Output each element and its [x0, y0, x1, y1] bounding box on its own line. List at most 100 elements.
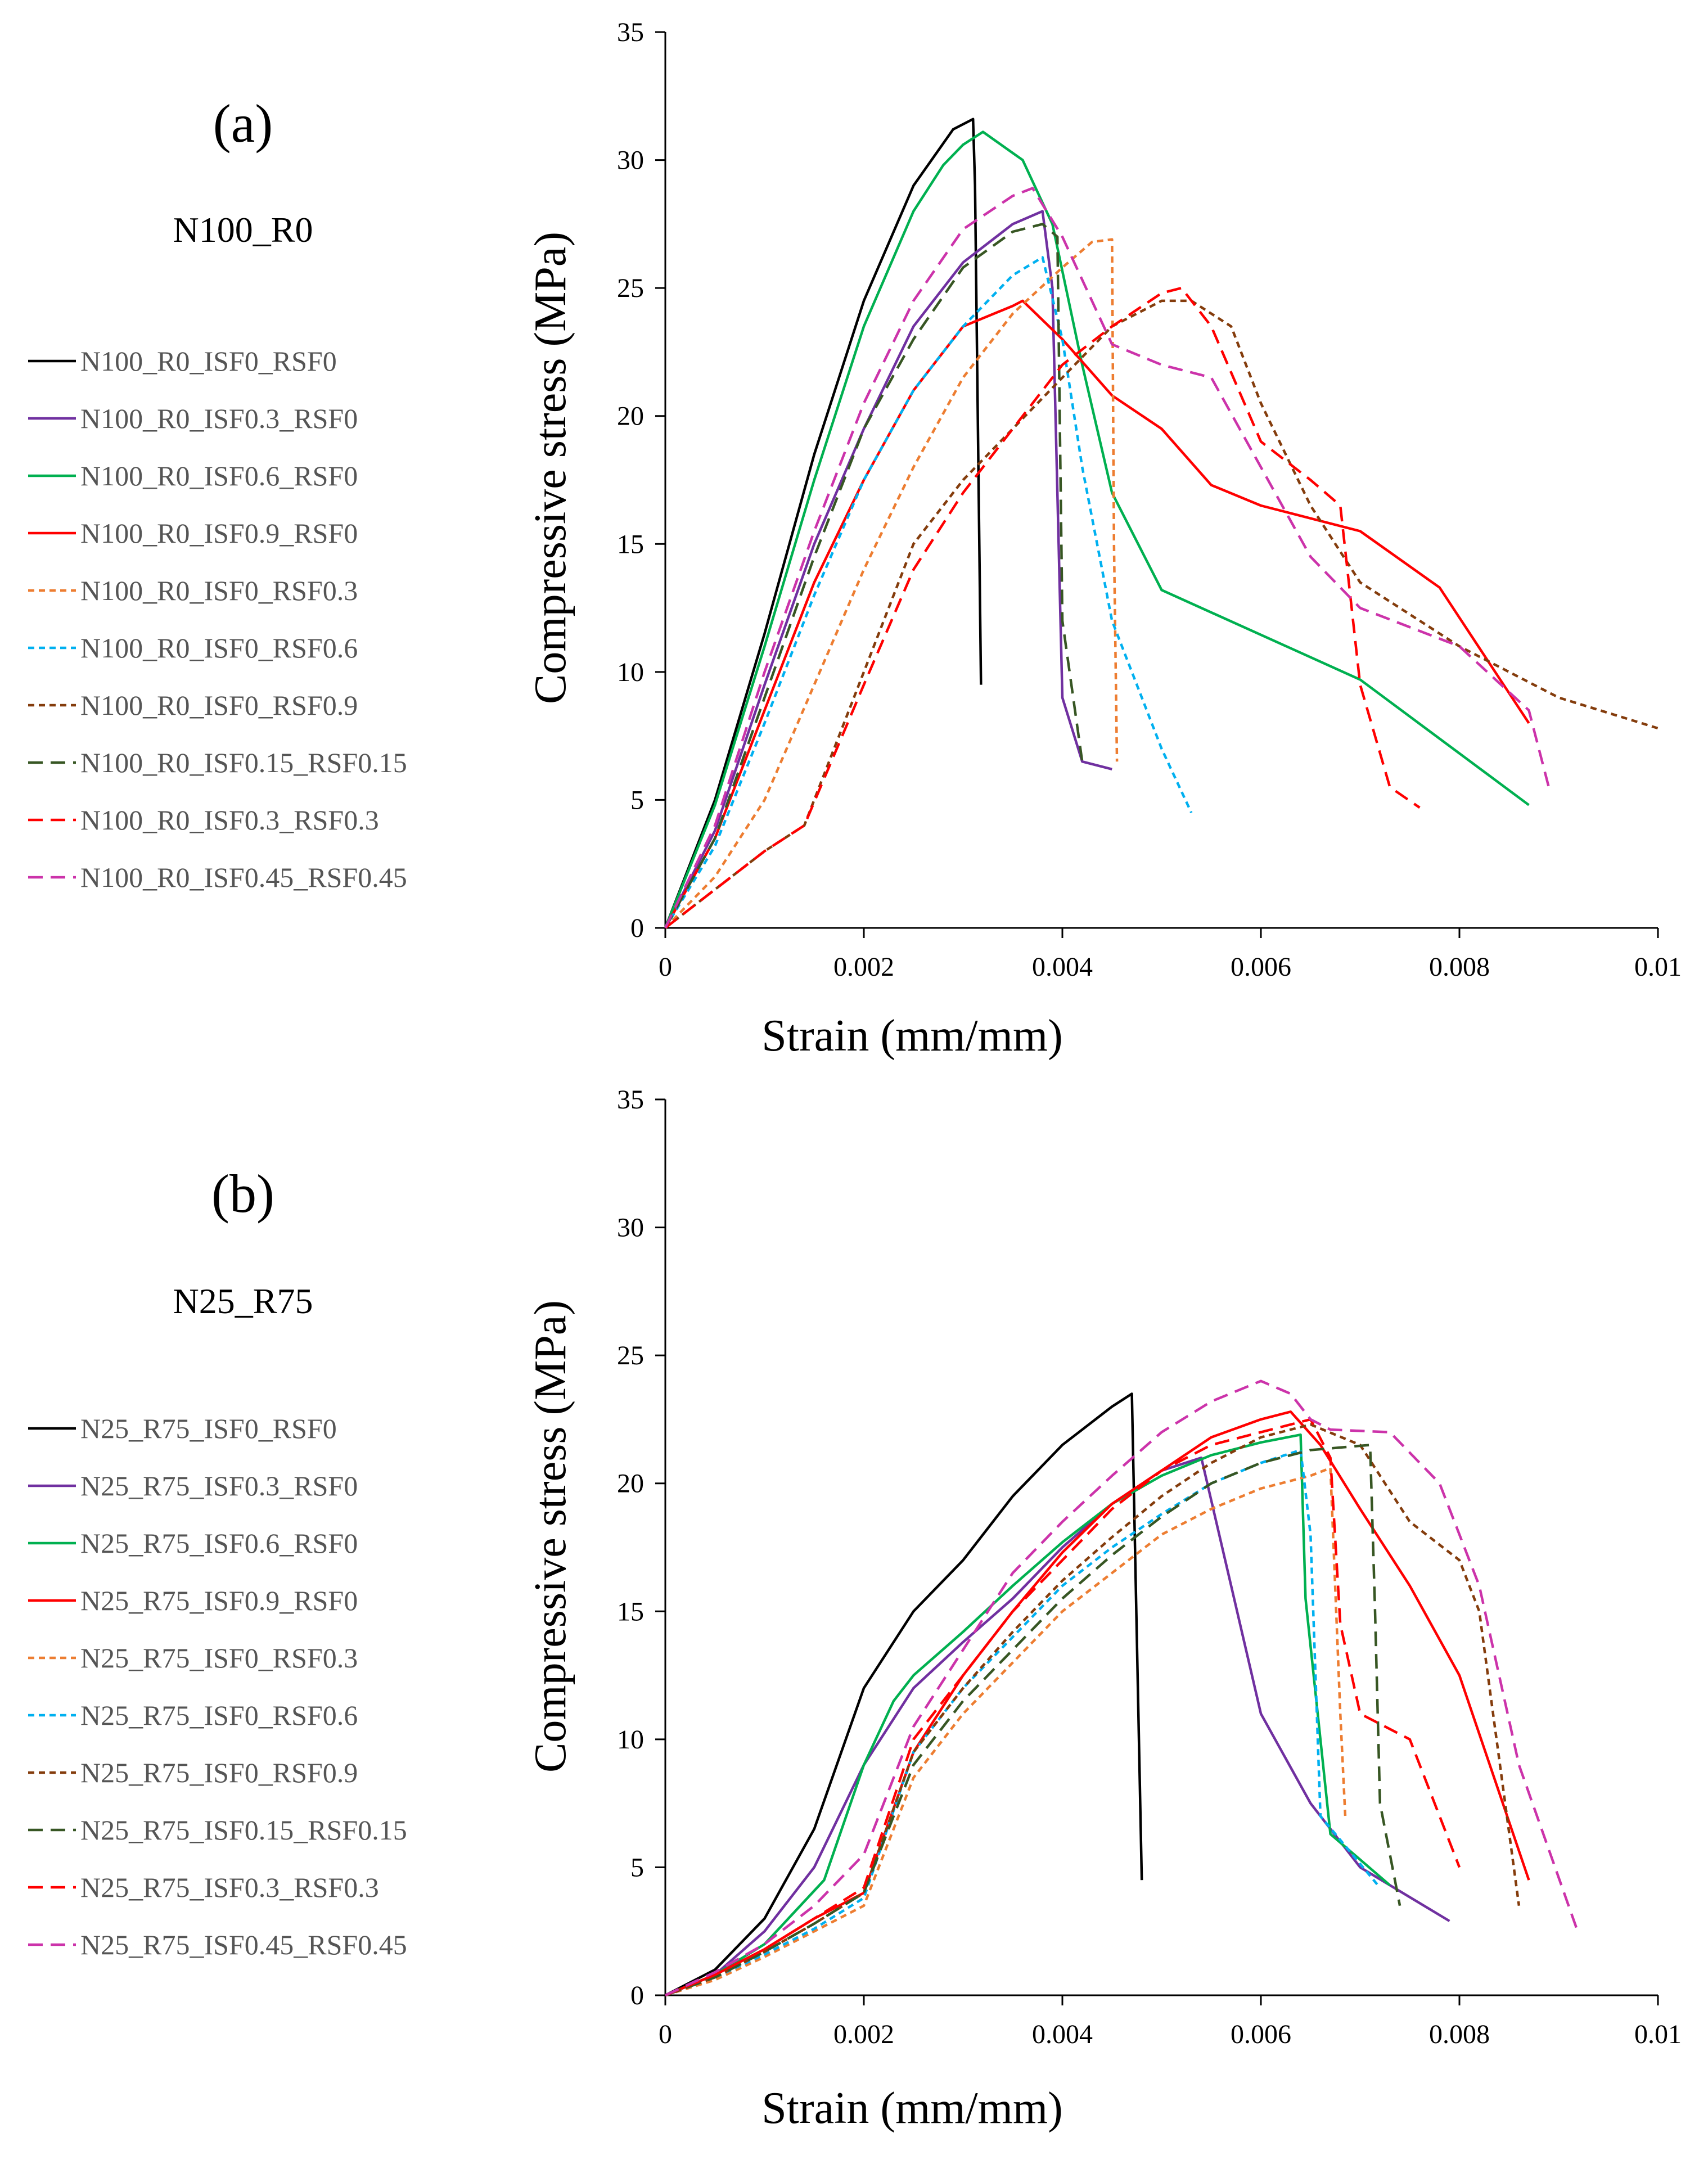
legend-item: N25_R75_ISF0.6_RSF0	[28, 1527, 358, 1559]
legend-label: N100_R0_ISF0.3_RSF0	[80, 403, 358, 434]
legend-item: N25_R75_ISF0.45_RSF0.45	[28, 1929, 407, 1960]
legend-label: N25_R75_ISF0.3_RSF0.3	[80, 1872, 379, 1903]
panel-a-y-tick-label: 10	[617, 657, 644, 687]
legend-label: N25_R75_ISF0.6_RSF0	[80, 1527, 358, 1559]
panel-b-y-tick-label: 20	[617, 1469, 644, 1499]
legend-item: N100_R0_ISF0.15_RSF0.15	[28, 747, 407, 778]
legend-label: N25_R75_ISF0_RSF0.3	[80, 1642, 358, 1674]
series-line-N25_R75_ISF0.3_RSF0	[665, 1456, 1450, 1997]
series-line-N25_R75_ISF0_RSF0	[664, 1392, 1143, 1997]
panel-a-x-tick-label: 0	[659, 952, 672, 982]
legend-item: N25_R75_ISF0.3_RSF0	[28, 1470, 358, 1502]
panel-b-y-tick-label: 15	[617, 1597, 644, 1626]
panel-a-y-tick-label: 15	[617, 529, 644, 559]
legend-item: N25_R75_ISF0.15_RSF0.15	[28, 1814, 407, 1846]
series-line-N25_R75_ISF0.3_RSF0.3	[665, 1418, 1461, 1997]
legend-item: N25_R75_ISF0_RSF0	[28, 1413, 337, 1444]
legend-label: N100_R0_ISF0.6_RSF0	[80, 460, 358, 492]
panel-b-group-title: N25_R75	[173, 1281, 313, 1321]
series-line-N100_R0_ISF0.15_RSF0.15	[664, 223, 1084, 929]
panel-a-x-tick-label: 0.002	[833, 952, 894, 982]
panel-a-y-tick-label: 0	[630, 913, 644, 943]
panel-b-y-tick-label: 25	[617, 1341, 644, 1370]
legend-label: N100_R0_ISF0_RSF0.6	[80, 632, 358, 664]
panel-a-x-tick-label: 0.004	[1032, 952, 1093, 982]
legend-a: N100_R0_ISF0_RSF0 N100_R0_ISF0.3_RSF0 N100…	[28, 345, 407, 893]
series-line-N100_R0_ISF0.3_RSF0.3	[664, 286, 1421, 929]
legend-item: N25_R75_ISF0.3_RSF0.3	[28, 1872, 379, 1903]
series-line-N100_R0_ISF0.6_RSF0	[664, 130, 1530, 928]
legend-label: N100_R0_ISF0_RSF0	[80, 345, 337, 377]
legend-item: N100_R0_ISF0.3_RSF0	[28, 403, 358, 434]
panel-b-y-tick-label: 30	[617, 1213, 644, 1243]
panel-b-x-tick-label: 0.01	[1634, 2019, 1682, 2049]
series-line-N25_R75_ISF0.6_RSF0	[665, 1433, 1391, 1997]
legend-item: N25_R75_ISF0_RSF0.3	[28, 1642, 358, 1674]
legend-label: N25_R75_ISF0_RSF0.9	[80, 1757, 358, 1788]
panel-a-x-tick-label: 0.006	[1231, 952, 1291, 982]
panel-b-series	[664, 1379, 1580, 1997]
series-line-N100_R0_ISF0_RSF0	[664, 118, 983, 928]
panel-a-header: (a) N100_R0	[173, 93, 313, 250]
panel-a-axes: Compressive stress (MPa) Strain (mm/mm) …	[526, 17, 1682, 1061]
legend-label: N25_R75_ISF0.9_RSF0	[80, 1585, 358, 1616]
legend-label: N100_R0_ISF0.3_RSF0.3	[80, 804, 379, 836]
panel-a-x-tick-label: 0.01	[1634, 952, 1682, 982]
panel-a-x-axis-title: Strain (mm/mm)	[761, 1011, 1063, 1061]
legend-item: N25_R75_ISF0_RSF0.9	[28, 1757, 358, 1788]
legend-label: N25_R75_ISF0_RSF0	[80, 1413, 337, 1444]
panel-b-header: (b) N25_R75	[173, 1164, 313, 1321]
series-line-N25_R75_ISF0_RSF0.9	[665, 1423, 1521, 1997]
legend-label: N100_R0_ISF0.45_RSF0.45	[80, 862, 407, 893]
panel-a-y-tick-label: 20	[617, 402, 644, 431]
series-line-N25_R75_ISF0.45_RSF0.45	[665, 1379, 1580, 1997]
panel-b-x-tick-label: 0.002	[833, 2019, 894, 2049]
series-line-N25_R75_ISF0.9_RSF0	[665, 1410, 1530, 1997]
legend-item: N100_R0_ISF0.6_RSF0	[28, 460, 358, 492]
legend-item: N100_R0_ISF0.45_RSF0.45	[28, 862, 407, 893]
legend-label: N25_R75_ISF0_RSF0.6	[80, 1699, 358, 1731]
legend-item: N100_R0_ISF0.9_RSF0	[28, 517, 358, 549]
legend-item: N25_R75_ISF0_RSF0.6	[28, 1699, 358, 1731]
legend-label: N100_R0_ISF0.15_RSF0.15	[80, 747, 407, 778]
legend-item: N100_R0_ISF0_RSF0.6	[28, 632, 358, 664]
panel-b-y-tick-label: 35	[617, 1085, 644, 1115]
panel-b-x-tick-label: 0.004	[1032, 2019, 1093, 2049]
legend-item: N100_R0_ISF0_RSF0	[28, 345, 337, 377]
panel-a-x-tick-label: 0.008	[1429, 952, 1490, 982]
legend-label: N25_R75_ISF0.3_RSF0	[80, 1470, 358, 1502]
series-line-N25_R75_ISF0.15_RSF0.15	[665, 1444, 1401, 1997]
series-line-N100_R0_ISF0_RSF0.3	[664, 238, 1119, 929]
panel-a-letter: (a)	[213, 93, 273, 154]
legend-label: N25_R75_ISF0.45_RSF0.45	[80, 1929, 407, 1960]
legend-item: N25_R75_ISF0.9_RSF0	[28, 1585, 358, 1616]
panel-b-y-tick-label: 10	[617, 1725, 644, 1755]
series-line-N25_R75_ISF0_RSF0.6	[665, 1449, 1381, 1997]
legend-item: N100_R0_ISF0_RSF0.3	[28, 575, 358, 606]
panel-b-letter: (b)	[211, 1164, 274, 1224]
panel-b-x-axis-title: Strain (mm/mm)	[761, 2084, 1063, 2133]
series-line-N100_R0_ISF0.3_RSF0	[664, 210, 1112, 929]
panel-b-x-tick-label: 0.008	[1429, 2019, 1490, 2049]
panel-b-x-tick-label: 0.006	[1231, 2019, 1291, 2049]
series-line-N100_R0_ISF0_RSF0.6	[664, 256, 1193, 929]
panel-b-y-tick-label: 5	[630, 1852, 644, 1882]
legend-b: N25_R75_ISF0_RSF0 N25_R75_ISF0.3_RSF0 N25_…	[28, 1413, 407, 1960]
series-line-N25_R75_ISF0_RSF0.3	[665, 1467, 1347, 1997]
legend-label: N100_R0_ISF0_RSF0.3	[80, 575, 358, 606]
panel-b-y-axis-title: Compressive stress (MPa)	[526, 1300, 575, 1773]
panel-a-y-tick-label: 25	[617, 273, 644, 303]
series-line-N100_R0_ISF0.45_RSF0.45	[664, 187, 1551, 928]
panel-a-y-tick-label: 30	[617, 146, 644, 175]
legend-item: N100_R0_ISF0.3_RSF0.3	[28, 804, 379, 836]
panel-b-x-tick-label: 0	[659, 2019, 672, 2049]
legend-item: N100_R0_ISF0_RSF0.9	[28, 689, 358, 721]
series-line-N100_R0_ISF0.9_RSF0	[664, 299, 1530, 929]
panel-b-y-tick-label: 0	[630, 1981, 644, 2010]
legend-label: N100_R0_ISF0.9_RSF0	[80, 517, 358, 549]
panel-a-group-title: N100_R0	[173, 210, 313, 250]
panel-b-axes: Compressive stress (MPa) Strain (mm/mm) …	[526, 1085, 1682, 2133]
panel-a-series	[664, 118, 1659, 929]
legend-label: N100_R0_ISF0_RSF0.9	[80, 689, 358, 721]
